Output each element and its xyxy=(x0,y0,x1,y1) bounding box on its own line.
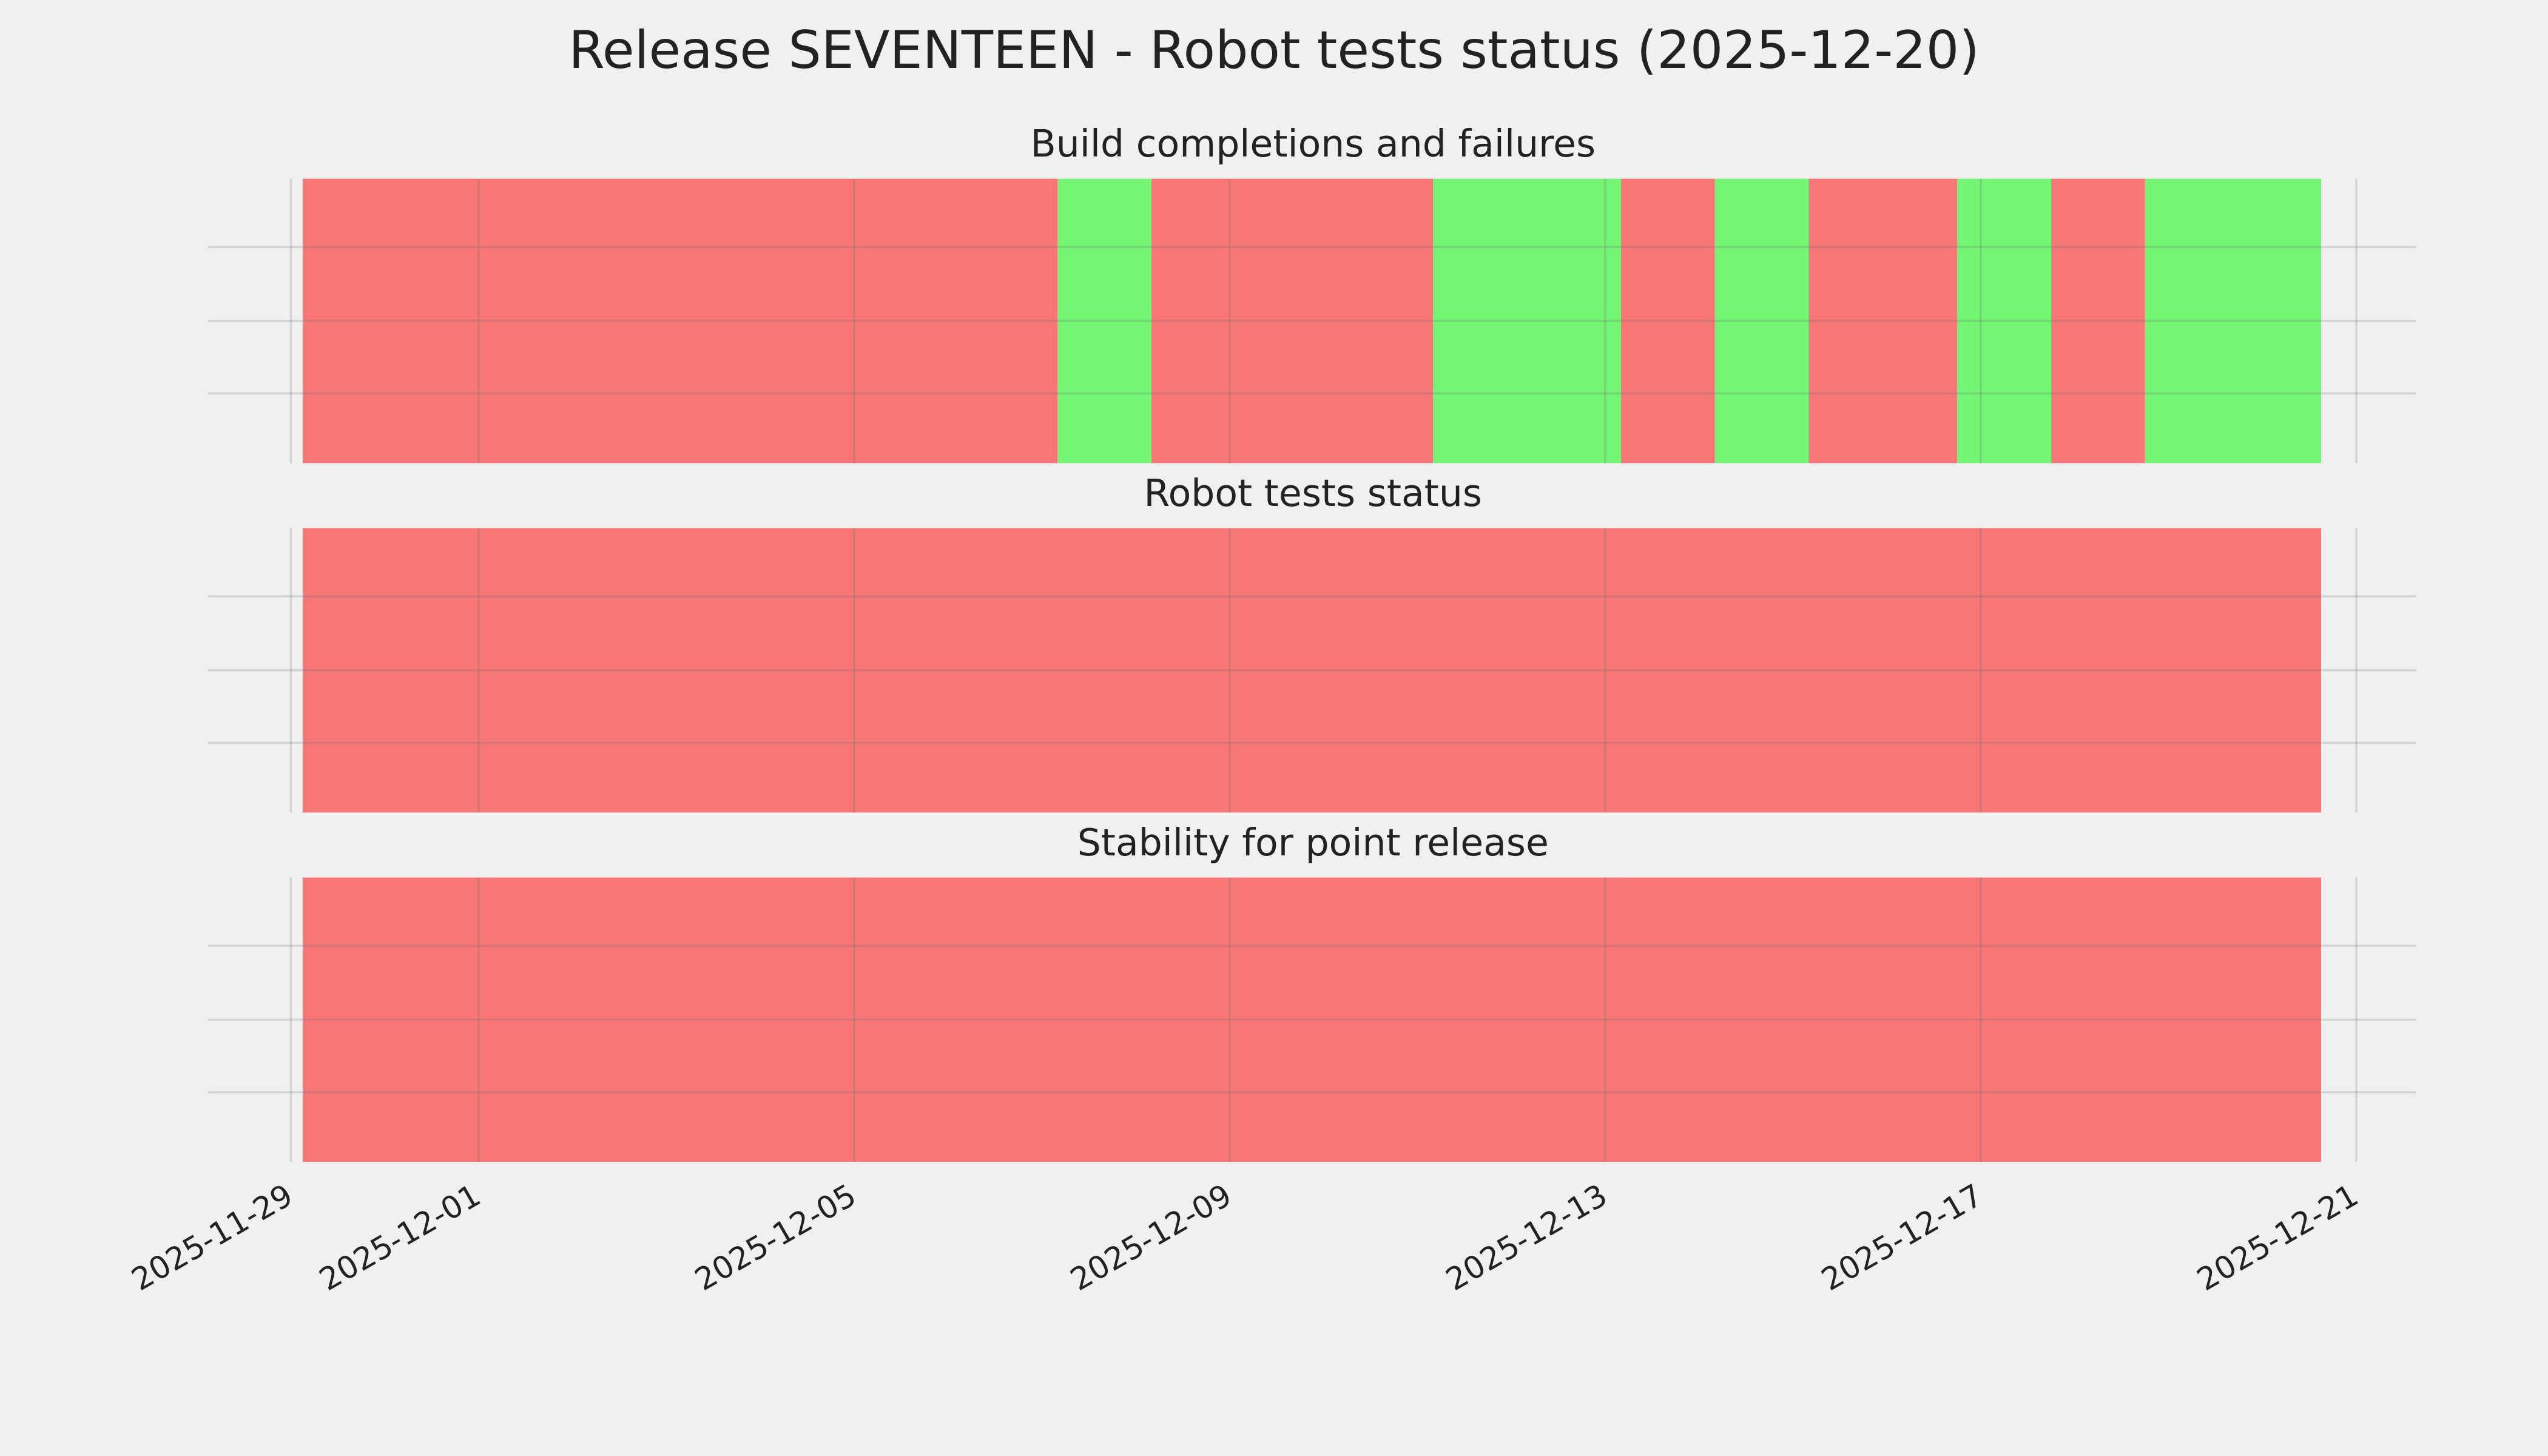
panel-title: Robot tests status xyxy=(1144,471,1482,515)
status-span xyxy=(2051,178,2145,463)
status-span xyxy=(1808,178,1958,463)
status-span xyxy=(302,877,2321,1162)
status-span xyxy=(1433,178,1621,463)
panel-title: Build completions and failures xyxy=(1030,122,1596,166)
chart-title: Release SEVENTEEN - Robot tests status (… xyxy=(568,20,1980,81)
x-tick-label: 2025-12-09 xyxy=(1065,1178,1238,1298)
status-span xyxy=(1620,178,1715,463)
status-span xyxy=(2145,178,2321,463)
status-span xyxy=(1057,178,1151,463)
x-tick-label: 2025-12-21 xyxy=(2191,1178,2365,1298)
x-tick-label: 2025-12-13 xyxy=(1440,1178,1614,1298)
status-span xyxy=(302,178,1058,463)
x-tick-label: 2025-12-01 xyxy=(314,1178,487,1298)
status-span xyxy=(1151,178,1434,463)
status-span xyxy=(1714,178,1809,463)
status-span xyxy=(1957,178,2051,463)
x-tick-label: 2025-12-05 xyxy=(689,1178,863,1298)
status-span xyxy=(302,528,2321,813)
panel-title: Stability for point release xyxy=(1077,821,1549,864)
x-tick-label: 2025-11-29 xyxy=(126,1178,299,1298)
x-tick-label: 2025-12-17 xyxy=(1816,1178,1989,1298)
